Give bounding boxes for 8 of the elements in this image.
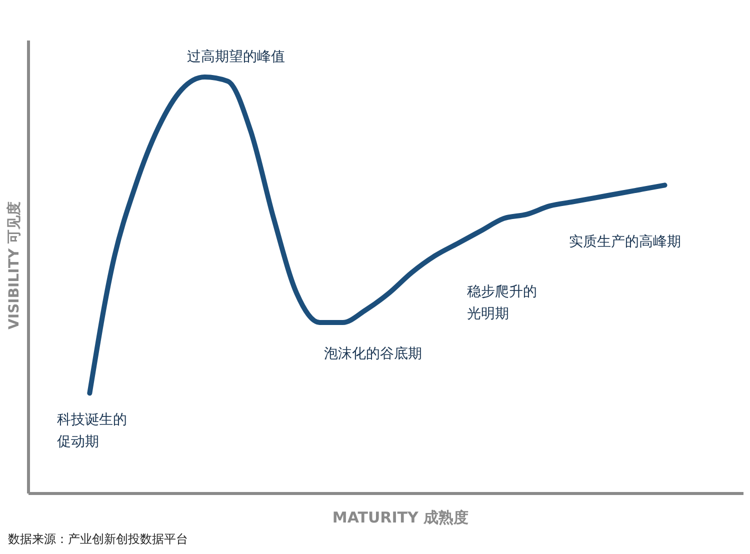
annotation: 科技诞生的促动期 <box>57 412 127 450</box>
text: 过高期望的峰值 <box>187 49 285 65</box>
source-note: 数据来源：产业创新创投数据平台 <box>8 532 188 546</box>
annotation: 稳步爬升的光明期 <box>467 284 537 322</box>
x-axis-title: MATURITY 成熟度 <box>332 508 469 526</box>
annotation: 实质生产的高峰期 <box>569 234 681 250</box>
y-axis-title: VISIBILITY 可见度 <box>6 202 22 330</box>
annotation: 泡沫化的谷底期 <box>324 346 422 362</box>
